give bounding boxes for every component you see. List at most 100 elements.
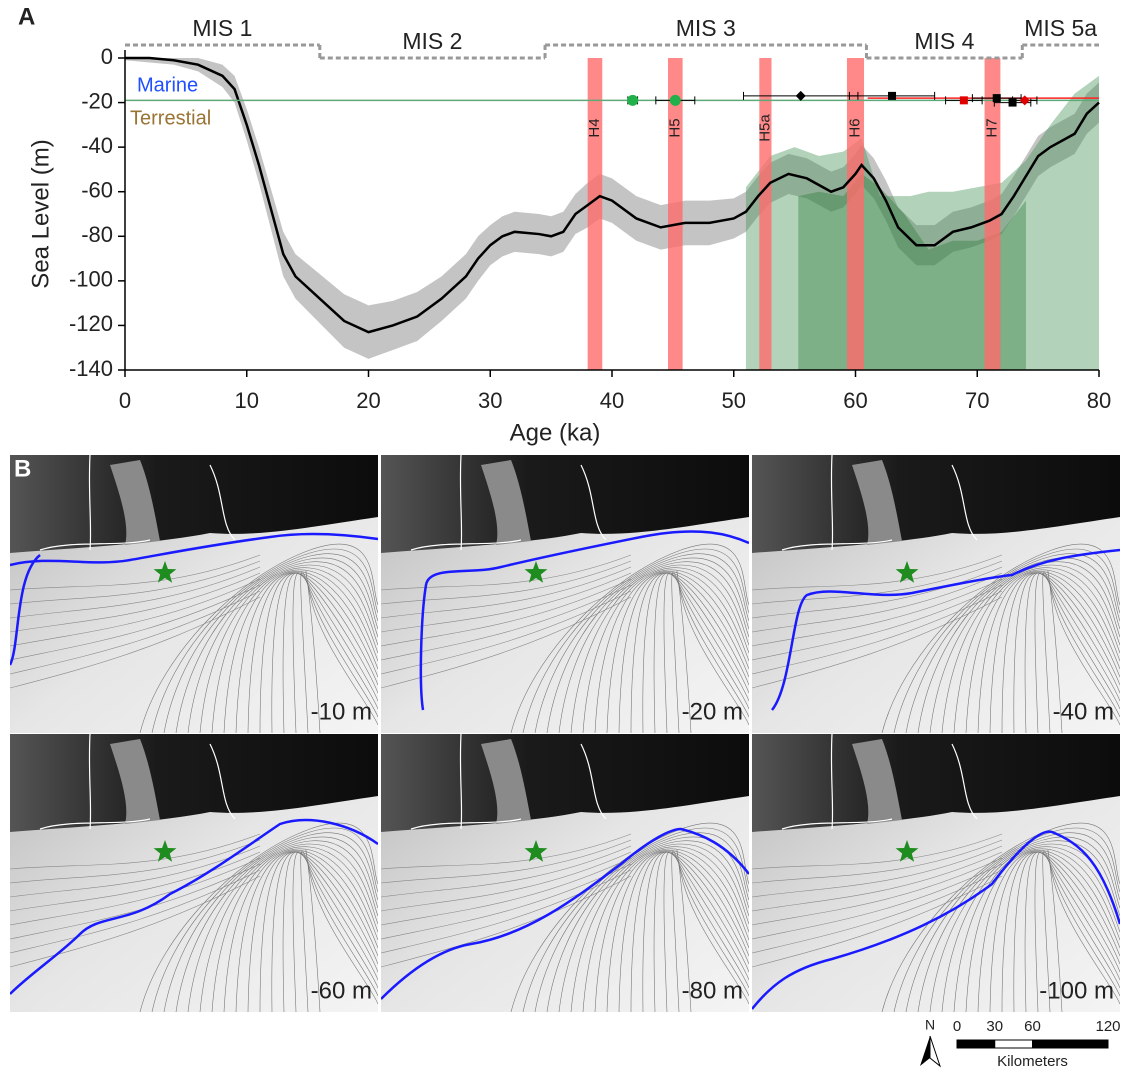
scale-unit: Kilometers <box>997 1053 1068 1069</box>
stage-label: MIS 1 <box>192 15 252 41</box>
contour <box>10 554 261 591</box>
contour <box>752 863 1003 940</box>
y-axis-title: Sea Level (m) <box>27 139 54 288</box>
contour <box>752 851 1003 912</box>
terrestrial-area <box>745 75 1099 370</box>
river <box>39 455 236 551</box>
event-label: H5a <box>756 114 773 142</box>
map-land <box>381 455 749 553</box>
sample-marker <box>992 94 1001 103</box>
contour <box>953 567 1120 733</box>
heinrich-event <box>587 58 603 370</box>
coastal-plain <box>481 739 531 824</box>
y-tick-label: 0 <box>101 44 113 69</box>
contour <box>10 833 261 870</box>
contour <box>10 863 261 940</box>
shoreline <box>752 830 1120 1010</box>
contour <box>223 848 378 1012</box>
map-panel: -20 m <box>381 455 749 733</box>
panel-label: A <box>18 3 35 30</box>
contour <box>199 843 378 1012</box>
sample <box>742 90 859 101</box>
heinrich-event <box>984 58 1001 370</box>
scale-segment <box>994 1039 1033 1049</box>
map-label: -10 m <box>311 698 372 725</box>
contour <box>965 848 1120 1012</box>
scale-tick-label: 0 <box>953 1018 961 1035</box>
contour <box>522 548 749 733</box>
coastal-plain <box>110 460 160 545</box>
contour <box>893 548 1120 733</box>
sample <box>655 94 696 106</box>
contour <box>522 827 749 1012</box>
shoreline <box>381 827 749 1000</box>
heinrich-event <box>668 58 683 370</box>
map-land <box>752 734 1120 832</box>
stage-label: MIS 5a <box>1024 15 1097 41</box>
contour <box>510 822 749 1012</box>
event-label: H5 <box>666 118 683 137</box>
sample-marker <box>669 94 681 106</box>
y-tick-label: -120 <box>69 311 113 336</box>
map-land <box>752 455 1120 553</box>
contour <box>381 578 632 647</box>
contour <box>752 566 1003 619</box>
contour <box>752 857 1003 926</box>
contour <box>570 564 749 733</box>
site-star <box>153 840 177 862</box>
scale-segment <box>956 1039 996 1049</box>
contour <box>381 596 632 689</box>
sample-marker <box>1019 95 1030 106</box>
contour <box>381 560 632 605</box>
contour <box>381 875 632 968</box>
river <box>410 455 607 551</box>
contour <box>199 564 378 733</box>
contour <box>211 846 378 1012</box>
site-star <box>895 840 919 862</box>
x-tick-label: 80 <box>1087 388 1111 413</box>
contour <box>752 572 1003 633</box>
heinrich-event <box>759 58 772 370</box>
site-star <box>524 840 548 862</box>
site-star <box>524 561 548 583</box>
contour <box>752 875 1003 968</box>
y-tick-label: -40 <box>81 133 113 158</box>
scale-tick-label: 120 <box>1095 1018 1120 1035</box>
contour <box>881 543 1120 733</box>
contour <box>594 848 749 1012</box>
contour <box>893 827 1120 1012</box>
contour <box>676 849 749 1012</box>
contour <box>752 554 1003 591</box>
x-tick-label: 20 <box>356 388 380 413</box>
map-land <box>10 455 378 553</box>
panel-label: B <box>14 455 31 482</box>
contour <box>139 543 378 733</box>
contour <box>582 846 749 1012</box>
map-panel: -100 m <box>752 734 1120 1012</box>
contour <box>10 584 261 661</box>
contour <box>151 548 378 733</box>
contour <box>381 572 632 633</box>
contour <box>752 584 1003 661</box>
coastal-plain <box>481 460 531 545</box>
map-label: -60 m <box>311 977 372 1004</box>
x-tick-label: 30 <box>478 388 502 413</box>
site-star <box>153 561 177 583</box>
map-label: -100 m <box>1039 977 1114 1004</box>
contour <box>10 560 261 605</box>
contour <box>10 839 261 884</box>
stage-label: MIS 3 <box>676 15 736 41</box>
sample <box>627 94 639 106</box>
shoreline <box>10 818 378 995</box>
stage-label: MIS 2 <box>402 28 462 54</box>
contour <box>223 569 378 733</box>
contour <box>305 570 378 733</box>
y-tick-label: -20 <box>81 88 113 113</box>
event-label: H4 <box>586 118 603 137</box>
contour <box>582 567 749 733</box>
coastal-plain <box>110 739 160 824</box>
sample <box>848 91 936 100</box>
contour <box>941 564 1120 733</box>
scale-tick-label: 60 <box>1024 1018 1041 1035</box>
contour <box>10 875 261 968</box>
